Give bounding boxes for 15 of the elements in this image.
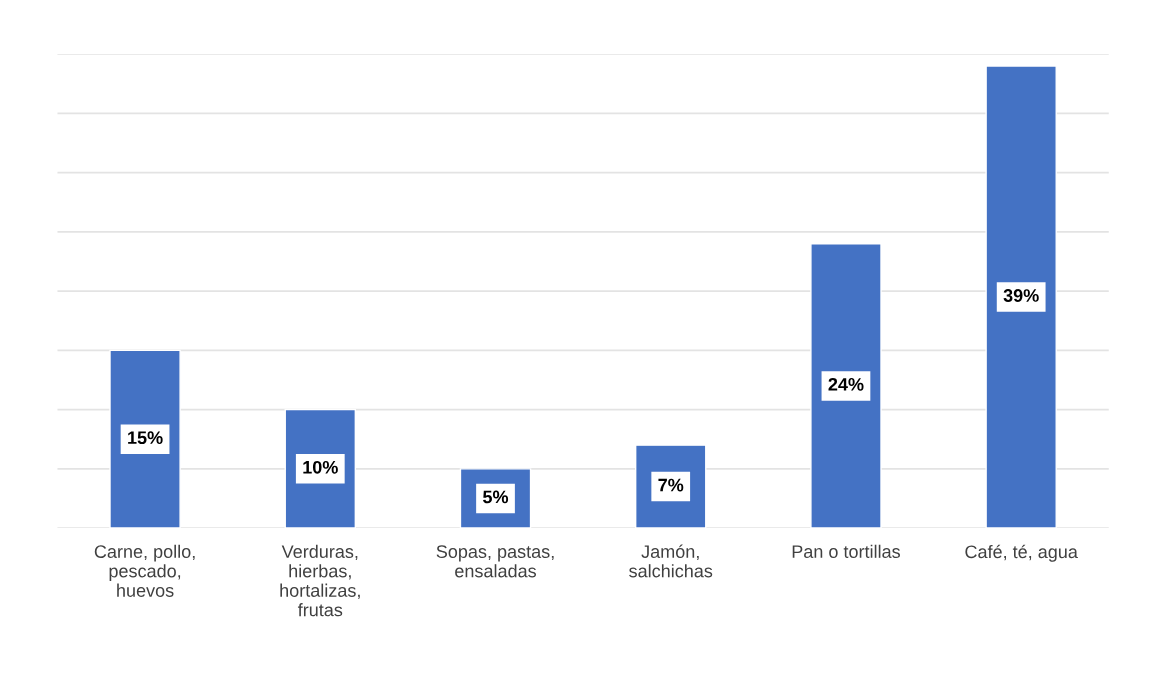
x-tick-label: Carne, pollo, pescado, huevos [94,544,195,597]
data-label: 5% [483,490,509,504]
x-tick-label: Verduras, hierbas, hortalizas, frutas [280,544,360,617]
data-label: 15% [128,431,163,445]
bar [810,243,882,529]
bar [109,349,181,529]
x-tick-label: Sopas, pastas, ensaladas [436,545,554,578]
data-label: 24% [828,377,864,391]
data-label: 39% [1003,289,1039,302]
x-tick-label: Jamón, salchichas [629,544,713,578]
x-tick-label: Pan o tortillas [792,544,900,558]
x-tick-label: Café, té, agua [965,544,1078,562]
data-label: 10% [303,460,338,474]
bar [985,65,1057,529]
data-label: 7% [658,478,684,492]
